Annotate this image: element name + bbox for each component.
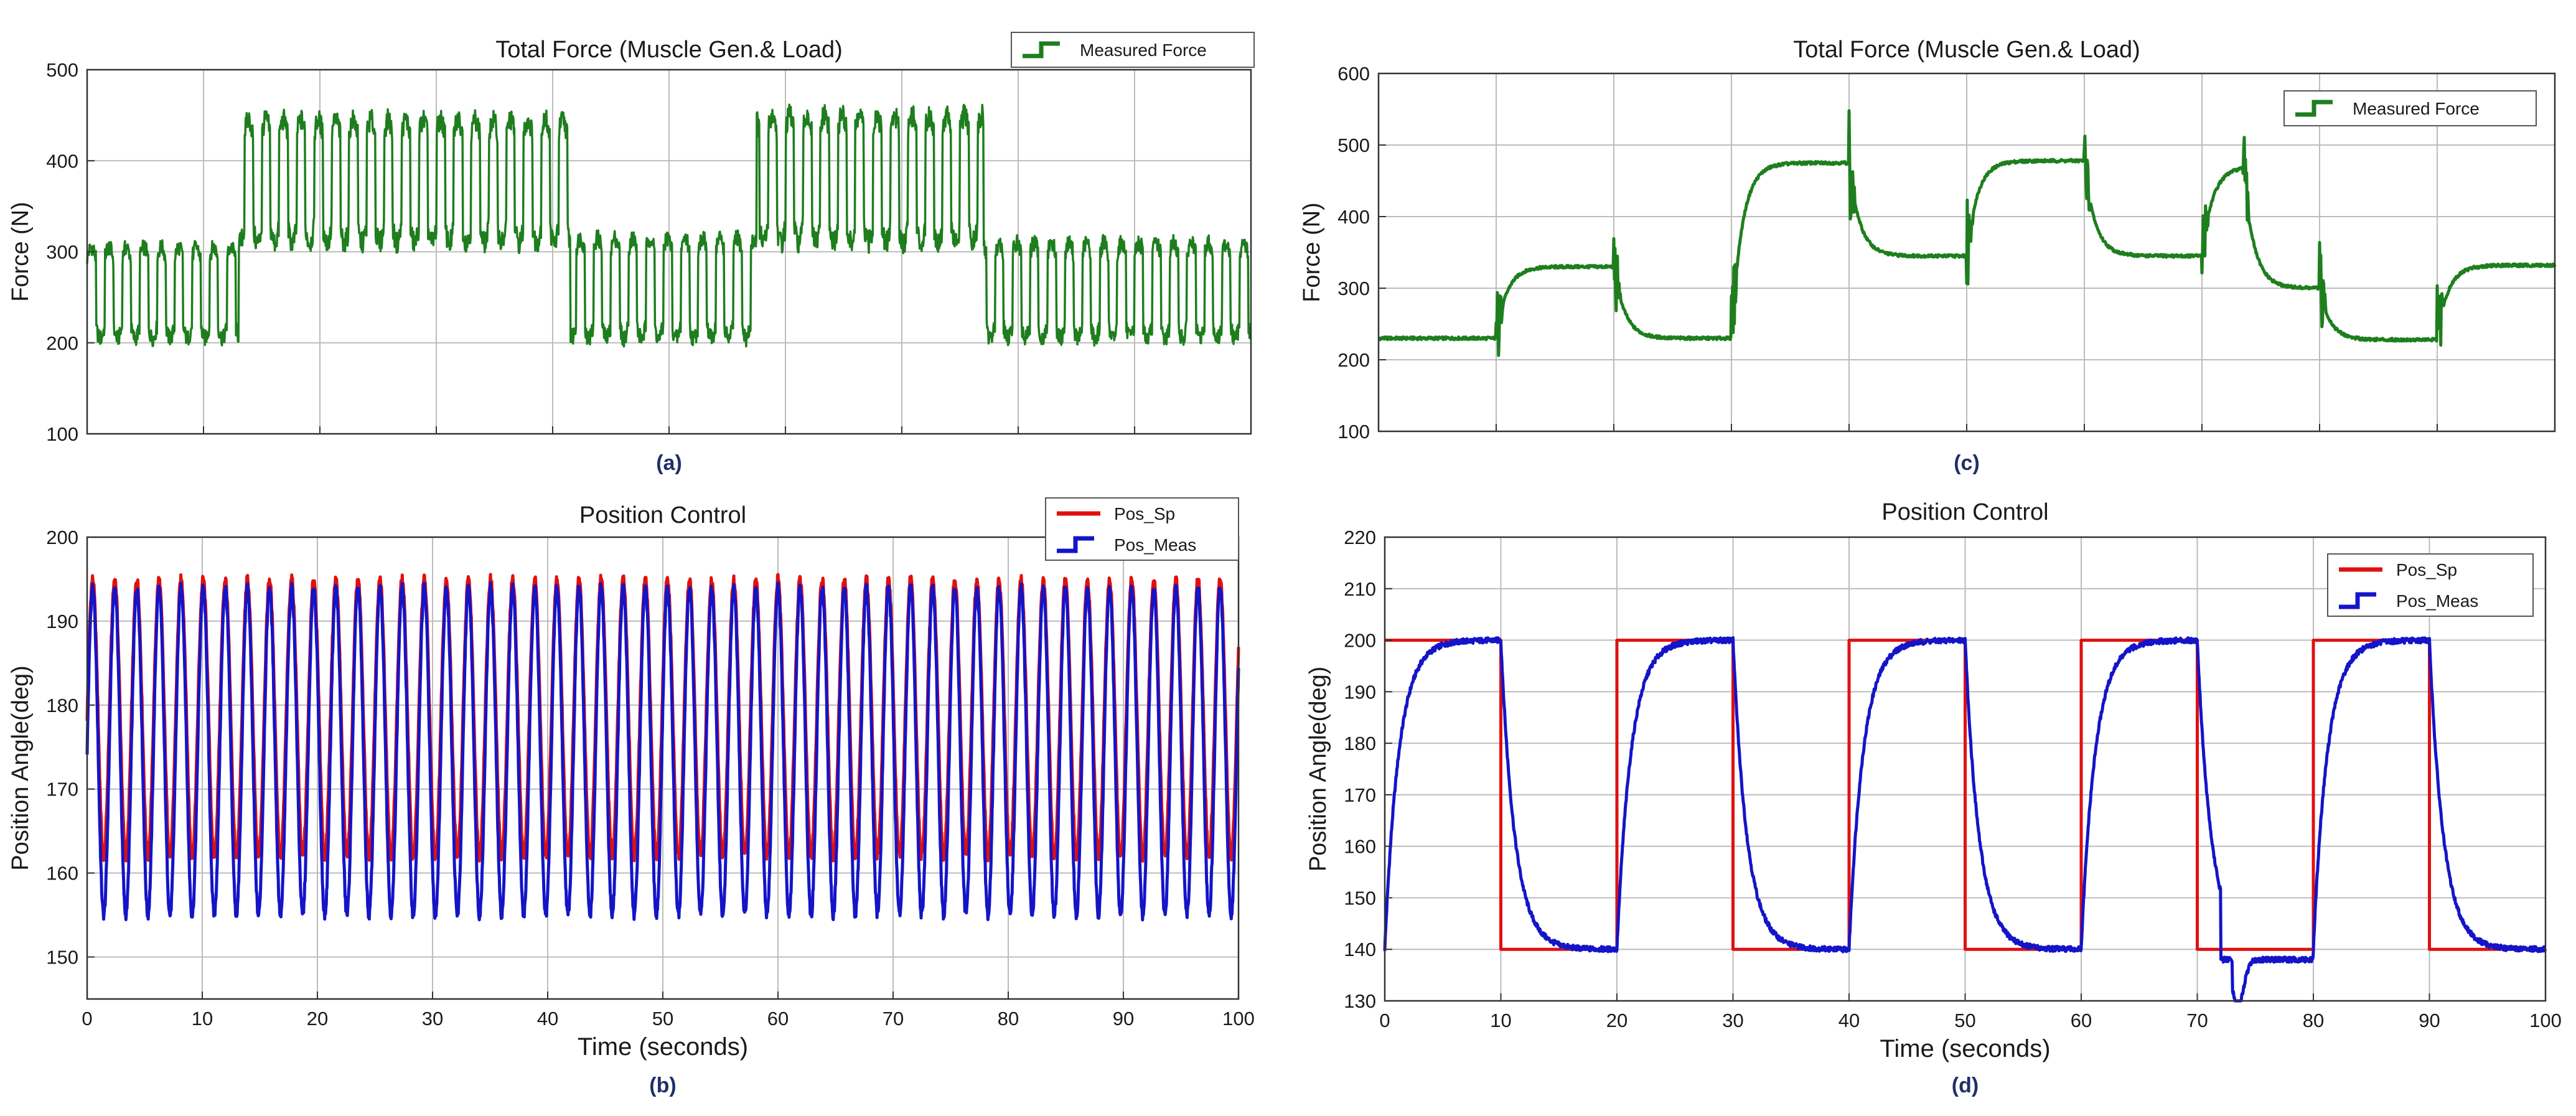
y-tick-label: 100 (46, 423, 78, 445)
legend-box (2283, 90, 2537, 126)
legend: Measured Force (1011, 32, 1255, 68)
legend-swatch (1057, 536, 1094, 553)
legend-entry: Pos_Sp (1114, 504, 1175, 523)
series-line-measured-force (86, 103, 1252, 348)
chart-panel-b: 150 160 170 180 190 200 0 10 20 30 40 50 60 70 80 90 100… (7, 497, 1255, 1097)
y-tick-label: 200 (1344, 630, 1376, 652)
y-tick-label: 170 (1344, 784, 1376, 806)
series-line-pos-meas (85, 581, 1240, 922)
x-tick-label: 10 (192, 1008, 213, 1029)
x-tick-label: 90 (2419, 1010, 2440, 1031)
y-tick-label: 500 (46, 59, 78, 81)
x-tick-label: 20 (1606, 1010, 1628, 1031)
x-axis-label: Time (seconds) (1880, 1035, 2050, 1062)
legend-entry: Pos_Meas (1114, 535, 1196, 555)
y-tick-label: 400 (1337, 206, 1370, 228)
legend: Measured Force (2283, 90, 2537, 126)
x-tick-label: 60 (767, 1008, 789, 1029)
y-tick-label: 100 (1337, 421, 1370, 443)
x-tick-label: 20 (307, 1008, 328, 1029)
y-tick-label: 220 (1344, 527, 1376, 548)
x-tick-label: 50 (652, 1008, 673, 1029)
panel-caption: (d) (1952, 1074, 1979, 1097)
y-tick-label: 500 (1337, 134, 1370, 156)
series-line-pos-sp (1385, 639, 2546, 951)
x-tick-label: 100 (1222, 1008, 1255, 1029)
legend-box (1011, 32, 1255, 68)
y-tick-label: 210 (1344, 578, 1376, 600)
chart-panel-a: 100 200 300 400 500 Total Force (Muscle Gen.&… (7, 32, 1255, 475)
y-tick-label: 130 (1344, 990, 1376, 1012)
y-axis-label: Position Angle(deg) (1305, 667, 1331, 872)
y-tick-label: 300 (46, 241, 78, 263)
y-tick-label: 160 (46, 863, 78, 884)
legend-swatch (2339, 592, 2376, 609)
y-tick-label: 400 (46, 150, 78, 172)
panel-caption: (c) (1954, 451, 1980, 475)
x-axis-label: Time (seconds) (578, 1033, 748, 1061)
y-tick-label: 190 (1344, 681, 1376, 703)
y-tick-label: 200 (46, 527, 78, 548)
y-tick-label: 200 (1337, 349, 1370, 371)
chart-title: Total Force (Muscle Gen.& Load) (1793, 37, 2140, 63)
panel-caption: (b) (649, 1074, 676, 1097)
x-tick-label: 70 (883, 1008, 904, 1029)
chart-title: Total Force (Muscle Gen.& Load) (495, 37, 843, 63)
y-tick-label: 200 (46, 332, 78, 354)
x-tick-label: 40 (1838, 1010, 1860, 1031)
x-tick-label: 70 (2186, 1010, 2208, 1031)
y-tick-label: 180 (1344, 733, 1376, 754)
y-axis-label: Force (N) (1299, 202, 1325, 302)
x-tick-label: 80 (2303, 1010, 2324, 1031)
y-tick-label: 180 (46, 695, 78, 716)
y-tick-label: 140 (1344, 939, 1376, 960)
x-tick-label: 0 (1379, 1010, 1390, 1031)
x-tick-label: 30 (422, 1008, 443, 1029)
series-line-pos-meas (1383, 636, 2547, 1003)
panel-caption: (a) (656, 451, 682, 475)
x-tick-label: 80 (998, 1008, 1019, 1029)
legend-box (1045, 497, 1239, 561)
x-tick-label: 90 (1113, 1008, 1134, 1029)
chart-panel-d: 130 140 150 160 170 180 190 200 210 220 0 10 20 30 40 5… (1305, 499, 2562, 1097)
x-tick-label: 30 (1722, 1010, 1743, 1031)
y-tick-label: 190 (46, 611, 78, 632)
y-axis-label: Position Angle(deg) (7, 665, 34, 871)
legend-entry: Measured Force (1080, 40, 1207, 60)
x-tick-label: 50 (1954, 1010, 1975, 1031)
chart-title: Position Control (579, 502, 746, 528)
x-tick-label: 60 (2071, 1010, 2092, 1031)
y-tick-label: 300 (1337, 278, 1370, 299)
chart-title: Position Control (1881, 499, 2048, 525)
y-tick-label: 150 (46, 947, 78, 968)
y-tick-label: 600 (1337, 63, 1370, 85)
legend-swatch (1023, 41, 1060, 59)
legend-entry: Measured Force (2353, 99, 2480, 118)
x-tick-label: 10 (1490, 1010, 1511, 1031)
legend: Pos_Sp Pos_Meas (1045, 497, 1239, 561)
legend-box (2327, 553, 2534, 617)
y-tick-label: 160 (1344, 836, 1376, 858)
chart-panel-c: 100 200 300 400 500 600 Total Force (Muscle Ge… (1299, 37, 2557, 475)
legend-swatch (2295, 100, 2333, 117)
x-tick-label: 100 (2529, 1010, 2562, 1031)
legend-entry: Pos_Sp (2396, 560, 2457, 579)
series-line-measured-force (1377, 109, 2557, 357)
legend-entry: Pos_Meas (2396, 591, 2478, 611)
y-axis-label: Force (N) (7, 202, 34, 301)
y-tick-label: 170 (46, 779, 78, 800)
x-tick-label: 0 (82, 1008, 92, 1029)
x-tick-label: 40 (537, 1008, 558, 1029)
y-tick-label: 150 (1344, 887, 1376, 909)
legend: Pos_Sp Pos_Meas (2327, 553, 2534, 617)
